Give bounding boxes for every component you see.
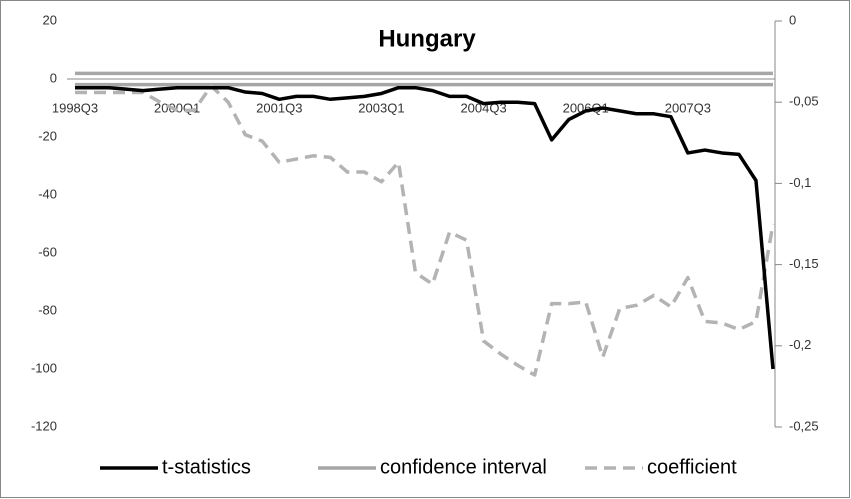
x-tick-label: 2000Q1 bbox=[154, 100, 200, 115]
y-tick-label: -60 bbox=[38, 244, 57, 259]
y-tick-label: -20 bbox=[38, 128, 57, 143]
chart-title: Hungary bbox=[378, 25, 476, 52]
x-tick-label: 2001Q3 bbox=[256, 100, 302, 115]
y2-tick-label: -0,15 bbox=[789, 256, 819, 271]
legend-label: coefficient bbox=[647, 456, 737, 478]
legend-label: t-statistics bbox=[162, 456, 251, 478]
x-tick-label: 2003Q1 bbox=[358, 100, 404, 115]
y-tick-label: -120 bbox=[31, 418, 57, 433]
x-tick-label: 1998Q3 bbox=[52, 100, 98, 115]
y2-tick-label: -0,25 bbox=[789, 418, 819, 433]
series-line bbox=[75, 84, 775, 377]
y2-tick-label: -0,1 bbox=[789, 175, 811, 190]
y-tick-label: 20 bbox=[43, 12, 57, 27]
x-tick-label: 2007Q3 bbox=[665, 100, 711, 115]
y-tick-label: 0 bbox=[50, 70, 57, 85]
series-line bbox=[75, 85, 775, 370]
y-tick-label: -80 bbox=[38, 302, 57, 317]
y2-tick-label: -0,2 bbox=[789, 337, 811, 352]
y-tick-label: -40 bbox=[38, 186, 57, 201]
legend-label: confidence interval bbox=[380, 456, 547, 478]
x-tick-label: 2006Q1 bbox=[563, 100, 609, 115]
y2-tick-label: -0,05 bbox=[789, 94, 819, 109]
y-tick-label: -100 bbox=[31, 360, 57, 375]
y2-tick-label: 0 bbox=[789, 12, 796, 27]
